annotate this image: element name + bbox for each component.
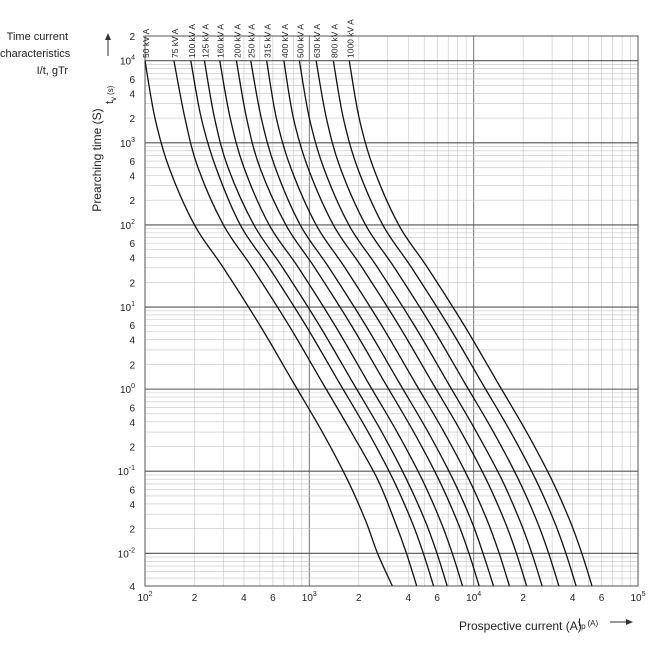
side-title-line-3: I/t, gTr	[36, 65, 68, 77]
x-tick-label: 2	[520, 593, 526, 604]
x-tick-label: 4	[241, 593, 247, 604]
curve-9	[283, 60, 528, 587]
curve-5	[219, 60, 464, 587]
y-tick-label: 4	[129, 254, 135, 265]
x-tick-label: 104	[466, 591, 481, 604]
x-tick-label: 105	[630, 591, 645, 604]
x-tick-labels: 102 2 4 6 103 2 4 6 104 2 4 6 105	[137, 591, 645, 604]
y-axis-symbol-group: tv (s)	[104, 85, 118, 104]
series-label: 800 kV A	[329, 24, 339, 58]
x-tick-label: 6	[599, 593, 605, 604]
series-labels: 50 kV A 75 kV A 100 kV A 125 kV A 160 kV A 20…	[141, 19, 355, 58]
y-axis-unit: (s)	[106, 85, 115, 95]
x-tick-label: 102	[137, 591, 152, 604]
curve-6	[235, 60, 480, 587]
x-tick-label: 6	[434, 593, 440, 604]
y-tick-label: 2	[129, 278, 135, 289]
x-tick-label: 4	[570, 593, 576, 604]
series-label: 200 kV A	[232, 24, 242, 58]
series-label: 125 kV A	[200, 24, 210, 58]
y-tick-label: 103	[120, 137, 135, 150]
y-tick-labels: 2 104 6 4 2 103 6 4 2 102 6 4 2 101 6 4 2 100 6 4 2 10-1 6 4 2 10…	[118, 32, 136, 593]
curve-3	[190, 60, 435, 587]
y-tick-label: 2	[129, 443, 135, 454]
curve-1	[144, 60, 393, 587]
y-tick-label: 102	[120, 219, 135, 232]
curve-4	[203, 60, 448, 587]
y-tick-label: 2	[129, 196, 135, 207]
x-axis-arrow-head-icon	[626, 619, 633, 625]
x-tick-label: 103	[302, 591, 317, 604]
y-axis-label-group: Prearching time (S)	[90, 108, 104, 211]
y-axis-symbol: tv (s)	[104, 85, 118, 104]
series-label: 315 kV A	[263, 24, 273, 58]
curve-13	[348, 60, 593, 587]
curve-7	[250, 60, 495, 587]
series-label: 100 kV A	[187, 24, 197, 58]
y-tick-label: 101	[120, 301, 135, 314]
side-title-line-2: characteristics	[0, 48, 71, 60]
y-tick-label: 4	[129, 89, 135, 100]
x-axis-symbol-letter: I	[578, 617, 581, 629]
x-tick-label: 6	[270, 593, 276, 604]
curve-12	[332, 60, 577, 587]
curve-2	[173, 60, 418, 587]
x-axis-symbol: Ip (A)	[578, 617, 599, 631]
series-label: 1000 kV A	[345, 19, 355, 58]
y-tick-label: 104	[120, 55, 135, 68]
plot-border	[144, 35, 639, 587]
y-tick-label: 2	[129, 32, 135, 43]
y-tick-label: 2	[129, 360, 135, 371]
plot-frame	[144, 35, 639, 587]
chart-curves	[144, 60, 593, 587]
series-label: 50 kV A	[141, 28, 151, 58]
y-tick-label: 10-2	[118, 547, 135, 560]
y-tick-label: 4	[129, 172, 135, 183]
curve-11	[315, 60, 560, 587]
series-label: 630 kV A	[312, 24, 322, 58]
series-label: 400 kV A	[280, 24, 290, 58]
y-tick-label: 6	[129, 321, 135, 332]
y-tick-label: 4	[129, 582, 135, 593]
y-tick-label: 100	[120, 383, 135, 396]
y-axis-symbol-letter: t	[104, 101, 116, 104]
curve-8	[266, 60, 511, 587]
y-tick-label: 6	[129, 239, 135, 250]
y-tick-label: 4	[129, 418, 135, 429]
series-label: 75 kV A	[170, 28, 180, 58]
y-tick-label: 6	[129, 157, 135, 168]
x-tick-label: 2	[192, 593, 198, 604]
y-tick-label: 6	[129, 403, 135, 414]
y-axis-symbol-sub: v	[109, 97, 118, 101]
y-tick-label: 2	[129, 525, 135, 536]
y-tick-label: 6	[129, 75, 135, 86]
x-tick-label: 4	[406, 593, 412, 604]
x-axis-label: Prospective current (A)	[459, 619, 582, 633]
series-label: 160 kV A	[216, 24, 226, 58]
x-axis-unit: (A)	[588, 619, 599, 628]
series-label: 250 kV A	[247, 24, 257, 58]
y-tick-label: 2	[129, 114, 135, 125]
chart-grid	[145, 36, 638, 586]
x-axis-symbol-sub: p	[581, 622, 586, 631]
y-tick-label: 10-1	[118, 465, 135, 478]
y-axis-label: Prearching time (S)	[90, 108, 104, 211]
x-tick-label: 2	[356, 593, 362, 604]
y-tick-label: 4	[129, 336, 135, 347]
side-title-line-1: Time current	[6, 31, 68, 43]
series-label: 500 kV A	[295, 24, 305, 58]
y-tick-label: 4	[129, 500, 135, 511]
y-tick-label: 6	[129, 485, 135, 496]
curve-10	[298, 60, 543, 587]
y-axis-arrow-head-icon	[105, 33, 111, 40]
